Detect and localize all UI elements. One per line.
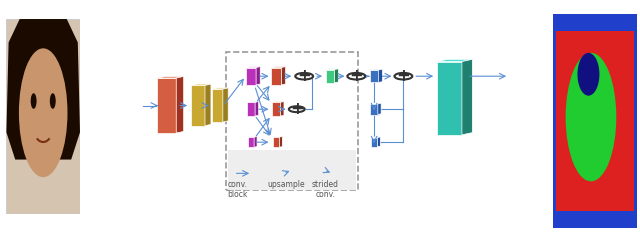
Polygon shape — [371, 104, 378, 114]
Polygon shape — [379, 69, 383, 82]
Ellipse shape — [577, 53, 600, 96]
Polygon shape — [556, 31, 634, 211]
Text: strided
conv.: strided conv. — [312, 180, 339, 199]
Polygon shape — [212, 88, 228, 89]
Polygon shape — [378, 103, 381, 114]
Text: +: + — [396, 67, 410, 85]
Circle shape — [31, 93, 36, 109]
Polygon shape — [437, 59, 472, 62]
Circle shape — [50, 93, 56, 109]
Polygon shape — [370, 70, 379, 82]
Text: conv.
block: conv. block — [228, 180, 248, 199]
Circle shape — [295, 73, 313, 79]
Circle shape — [566, 53, 616, 181]
Polygon shape — [255, 102, 259, 116]
Polygon shape — [280, 102, 284, 116]
Text: +: + — [290, 100, 304, 118]
Polygon shape — [371, 137, 380, 138]
Polygon shape — [273, 137, 280, 147]
Polygon shape — [191, 84, 211, 85]
Polygon shape — [378, 137, 380, 147]
Polygon shape — [271, 68, 282, 85]
Text: upsample: upsample — [267, 180, 305, 189]
Polygon shape — [157, 76, 184, 78]
Polygon shape — [6, 19, 80, 159]
Polygon shape — [370, 69, 383, 70]
Polygon shape — [462, 59, 472, 135]
Polygon shape — [246, 67, 260, 68]
Polygon shape — [223, 88, 228, 122]
Polygon shape — [157, 78, 176, 133]
Polygon shape — [248, 137, 254, 147]
Polygon shape — [437, 62, 462, 135]
Polygon shape — [271, 67, 285, 68]
Polygon shape — [212, 89, 223, 122]
Polygon shape — [282, 67, 285, 85]
Polygon shape — [246, 68, 256, 85]
Polygon shape — [191, 85, 205, 126]
Text: +: + — [297, 67, 311, 85]
Polygon shape — [247, 102, 255, 116]
Circle shape — [394, 73, 412, 79]
Polygon shape — [553, 14, 637, 228]
Circle shape — [19, 48, 67, 177]
Circle shape — [289, 106, 305, 112]
FancyBboxPatch shape — [228, 149, 356, 190]
Polygon shape — [254, 137, 257, 147]
Polygon shape — [326, 69, 335, 83]
Polygon shape — [256, 67, 260, 85]
Polygon shape — [176, 76, 184, 133]
Polygon shape — [371, 138, 378, 147]
Circle shape — [348, 73, 365, 79]
Polygon shape — [335, 69, 339, 83]
Polygon shape — [6, 19, 80, 214]
Polygon shape — [205, 84, 211, 126]
Polygon shape — [273, 102, 280, 116]
Text: +: + — [349, 67, 364, 85]
Polygon shape — [280, 137, 282, 147]
Polygon shape — [371, 103, 381, 104]
